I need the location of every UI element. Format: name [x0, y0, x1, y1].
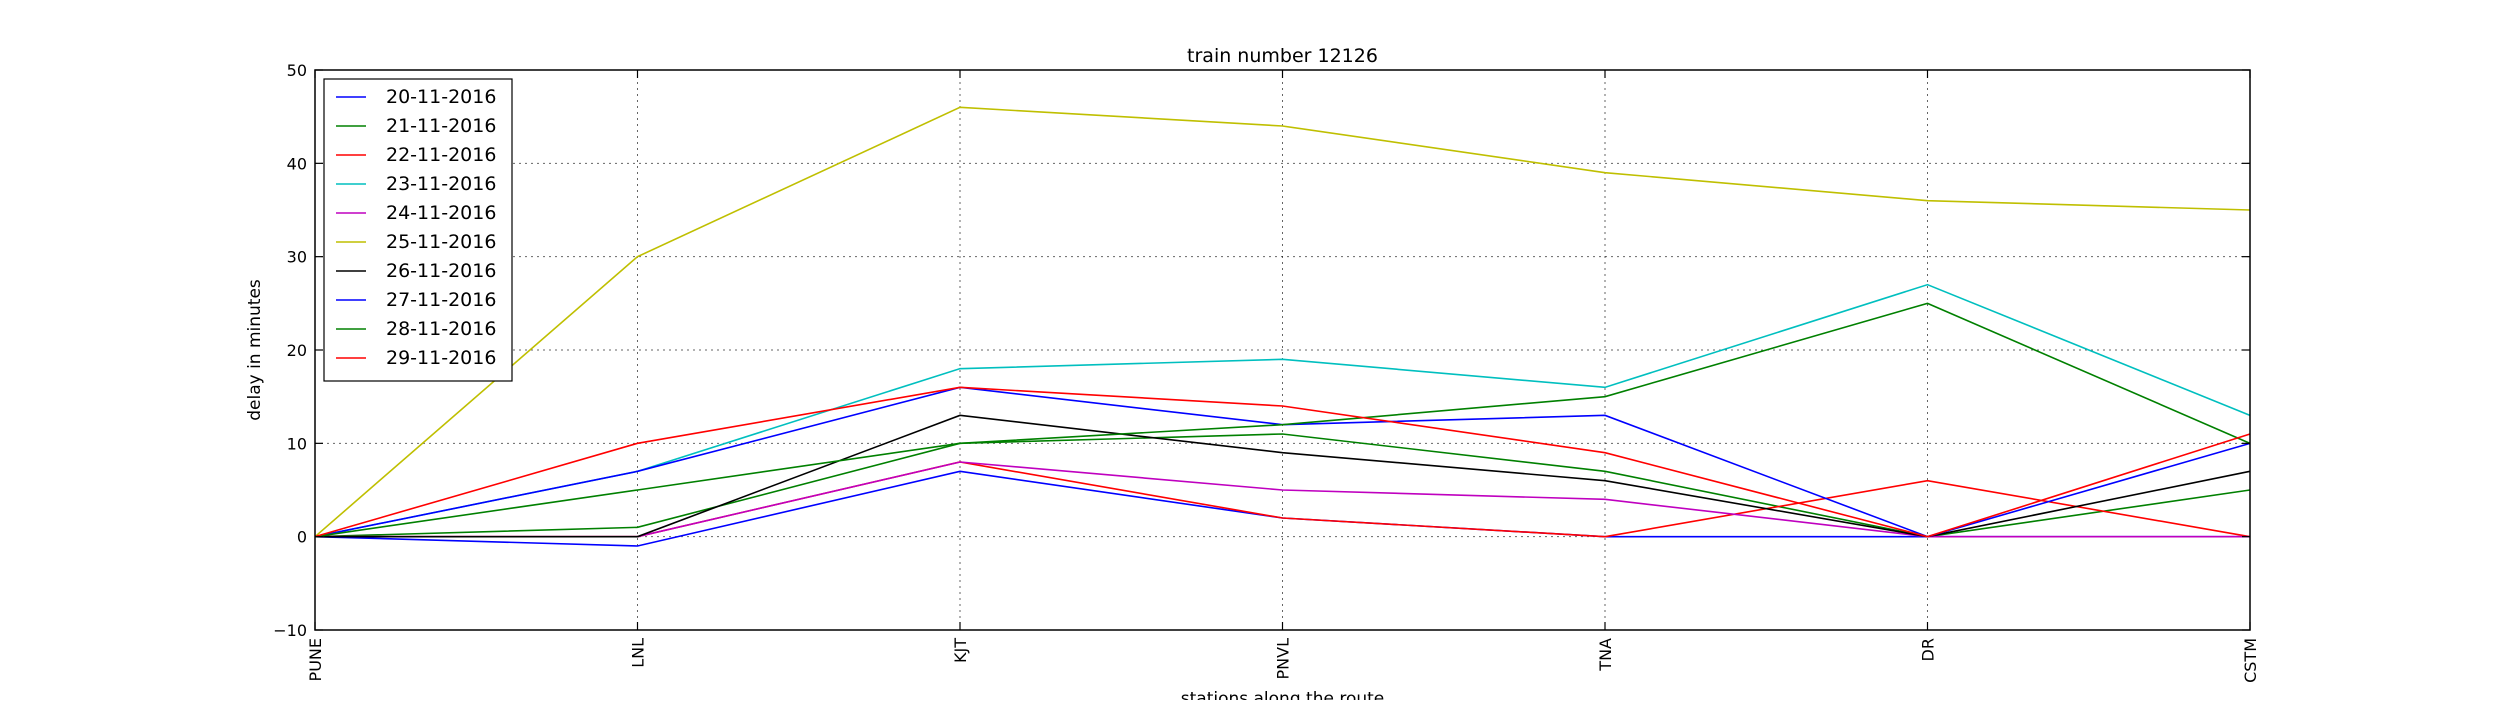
y-tick-label: 20 [287, 341, 307, 360]
legend-label: 20-11-2016 [386, 86, 496, 108]
legend-box [323, 78, 513, 382]
x-axis-label: stations along the route [1181, 689, 1385, 700]
x-tick-label: KJT [951, 638, 970, 663]
y-tick-label: 0 [297, 528, 307, 547]
series-line-9 [314, 302, 2251, 538]
legend-label: 21-11-2016 [386, 115, 496, 137]
chart-legend: 20-11-2016 21-11-2016 22-11-2016 23-11-2016… [323, 78, 513, 382]
y-tick-label: 50 [287, 61, 307, 80]
legend-label: 25-11-2016 [386, 231, 496, 253]
x-tick-label: DR [1919, 638, 1938, 661]
series-lines [314, 106, 2251, 547]
y-axis-label: delay in minutes [245, 279, 265, 421]
legend-label: 27-11-2016 [386, 289, 496, 311]
axis-ticks: −10 0 10 20 30 40 50 PUNE LNL KJT PNVL TNA DR CSTM [273, 61, 2260, 683]
y-tick-label: 40 [287, 154, 307, 173]
legend-label: 23-11-2016 [386, 173, 496, 195]
y-tick-label: 10 [287, 434, 307, 453]
legend-label: 24-11-2016 [386, 202, 496, 224]
grid-lines [314, 69, 2251, 631]
x-tick-label: LNL [629, 638, 648, 668]
legend-label: 29-11-2016 [386, 347, 496, 369]
legend-label: 26-11-2016 [386, 260, 496, 282]
chart-title: train number 12126 [1187, 45, 1378, 67]
x-tick-label: CSTM [2241, 638, 2260, 683]
series-line-10 [314, 386, 2251, 538]
x-tick-label: PNVL [1274, 638, 1293, 680]
series-line-6 [314, 106, 2251, 538]
y-tick-label: 30 [287, 248, 307, 267]
x-tick-label: PUNE [306, 638, 325, 681]
legend-label: 28-11-2016 [386, 318, 496, 340]
legend-label: 22-11-2016 [386, 144, 496, 166]
y-tick-label: −10 [273, 621, 307, 640]
x-tick-label: TNA [1596, 638, 1615, 672]
